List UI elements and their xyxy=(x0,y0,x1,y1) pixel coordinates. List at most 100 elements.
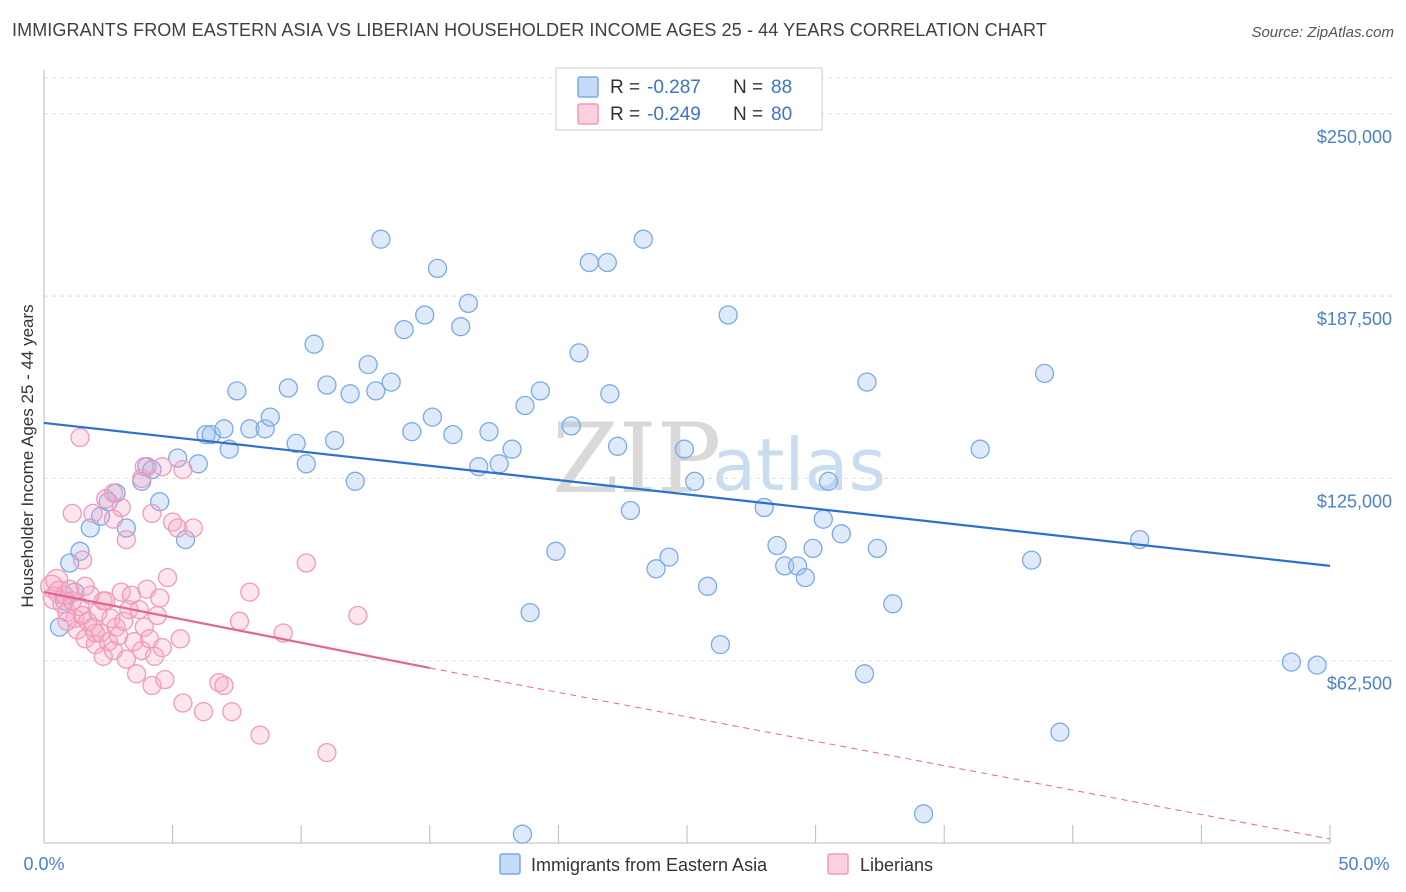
point-eastern-asia-48 xyxy=(502,439,522,459)
point-eastern-asia-56 xyxy=(579,252,599,273)
point-liberians-55 xyxy=(229,611,250,631)
point-eastern-asia-68 xyxy=(718,305,738,325)
point-eastern-asia-43 xyxy=(451,317,471,337)
legend-n-value-blue: 88 xyxy=(771,77,792,98)
series-eastern-asia-points xyxy=(49,229,1327,844)
legend-swatch-pink xyxy=(577,103,599,125)
stats-legend: R = -0.287 N = 88 R = -0.249 N = 80 xyxy=(555,67,823,131)
point-liberians-56 xyxy=(240,582,260,602)
point-eastern-asia-14 xyxy=(168,448,188,468)
y-tick-labels: $62,500 $125,000 $187,500 $250,000 xyxy=(1317,127,1392,694)
point-eastern-asia-23 xyxy=(255,419,275,439)
point-liberians-60 xyxy=(317,742,337,763)
point-eastern-asia-33 xyxy=(358,354,378,375)
point-liberians-46 xyxy=(162,512,183,532)
point-liberians-66 xyxy=(142,503,162,524)
point-eastern-asia-80 xyxy=(883,594,903,614)
point-eastern-asia-51 xyxy=(546,541,566,561)
y-axis-label: Householder Income Ages 25 - 44 years xyxy=(18,304,37,607)
point-eastern-asia-54 xyxy=(561,416,581,436)
point-eastern-asia-75 xyxy=(813,509,833,529)
point-eastern-asia-87 xyxy=(1281,652,1302,672)
point-liberians-79 xyxy=(85,623,106,643)
point-liberians-49 xyxy=(173,693,193,713)
point-liberians-50 xyxy=(183,518,203,538)
point-eastern-asia-64 xyxy=(674,439,695,459)
point-eastern-asia-28 xyxy=(304,334,324,354)
point-liberians-47 xyxy=(168,518,188,538)
point-eastern-asia-79 xyxy=(867,538,887,559)
point-liberians-75 xyxy=(103,509,124,529)
point-eastern-asia-66 xyxy=(697,576,718,596)
point-liberians-72 xyxy=(75,576,95,596)
point-liberians-74 xyxy=(72,550,93,570)
legend-swatch-blue xyxy=(577,76,599,98)
point-liberians-70 xyxy=(62,503,82,524)
point-eastern-asia-26 xyxy=(286,433,306,454)
point-eastern-asia-57 xyxy=(597,252,617,273)
point-eastern-asia-63 xyxy=(659,547,679,567)
point-eastern-asia-78 xyxy=(857,372,877,392)
point-eastern-asia-76 xyxy=(831,524,851,544)
point-eastern-asia-82 xyxy=(970,439,990,459)
series-legend: Immigrants from Eastern Asia Liberians xyxy=(499,853,933,875)
point-liberians-33 xyxy=(126,664,147,684)
point-liberians-51 xyxy=(193,702,214,722)
point-eastern-asia-49 xyxy=(515,395,535,416)
series-legend-swatch-blue xyxy=(499,853,521,875)
point-eastern-asia-55 xyxy=(569,343,589,363)
point-eastern-asia-25 xyxy=(278,378,298,398)
y-tick-label-0: $62,500 xyxy=(1327,674,1392,694)
point-liberians-36 xyxy=(134,617,154,637)
point-eastern-asia-47 xyxy=(489,454,509,474)
point-liberians-29 xyxy=(116,649,136,669)
point-liberians-65 xyxy=(116,529,136,550)
watermark-zip: ZIP xyxy=(552,403,721,515)
legend-r-label-pink: R = xyxy=(610,104,640,125)
point-liberians-67 xyxy=(152,457,172,477)
point-liberians-64 xyxy=(111,497,131,518)
point-eastern-asia-19 xyxy=(214,419,234,439)
point-eastern-asia-83 xyxy=(1021,550,1042,570)
series-legend-label-pink: Liberians xyxy=(860,855,933,875)
point-eastern-asia-29 xyxy=(317,375,337,395)
watermark: ZIP atlas xyxy=(552,403,886,515)
stats-legend-box xyxy=(555,67,823,131)
x-tick-labels: 0.0% 50.0% xyxy=(23,854,1389,874)
point-liberians-76 xyxy=(96,489,116,509)
y-tick-label-2: $187,500 xyxy=(1317,309,1392,329)
point-eastern-asia-21 xyxy=(227,381,247,401)
point-liberians-52 xyxy=(209,672,229,693)
point-eastern-asia-58 xyxy=(600,384,620,404)
point-liberians-71 xyxy=(83,503,103,524)
series-legend-swatch-pink xyxy=(827,853,849,875)
point-eastern-asia-24 xyxy=(260,407,280,427)
point-eastern-asia-46 xyxy=(479,422,499,442)
point-liberians-69 xyxy=(134,457,154,477)
point-eastern-asia-85 xyxy=(1050,722,1070,742)
trend-line-liberians xyxy=(43,591,431,670)
legend-n-value-pink: 80 xyxy=(771,104,792,125)
point-eastern-asia-42 xyxy=(443,424,463,445)
legend-r-label-blue: R = xyxy=(610,77,640,98)
point-eastern-asia-84 xyxy=(1034,363,1055,384)
legend-n-label-blue: N = xyxy=(733,77,763,98)
point-eastern-asia-31 xyxy=(340,384,360,404)
point-eastern-asia-50 xyxy=(530,381,551,401)
point-eastern-asia-41 xyxy=(427,258,448,279)
series-legend-label-blue: Immigrants from Eastern Asia xyxy=(531,855,768,875)
point-liberians-43 xyxy=(152,637,172,658)
point-liberians-48 xyxy=(170,629,190,649)
point-eastern-asia-27 xyxy=(296,454,316,474)
point-liberians-57 xyxy=(250,725,270,745)
trend-line-liberians-extension xyxy=(429,667,1331,840)
point-eastern-asia-52 xyxy=(520,602,540,623)
chart-source: Source: ZipAtlas.com xyxy=(1251,24,1394,41)
point-eastern-asia-70 xyxy=(767,535,787,556)
point-eastern-asia-77 xyxy=(854,664,875,684)
point-eastern-asia-89 xyxy=(818,471,839,491)
point-eastern-asia-67 xyxy=(710,634,731,655)
point-liberians-62 xyxy=(70,427,90,448)
watermark-atlas: atlas xyxy=(712,423,886,507)
legend-r-value-blue: -0.287 xyxy=(647,77,701,98)
